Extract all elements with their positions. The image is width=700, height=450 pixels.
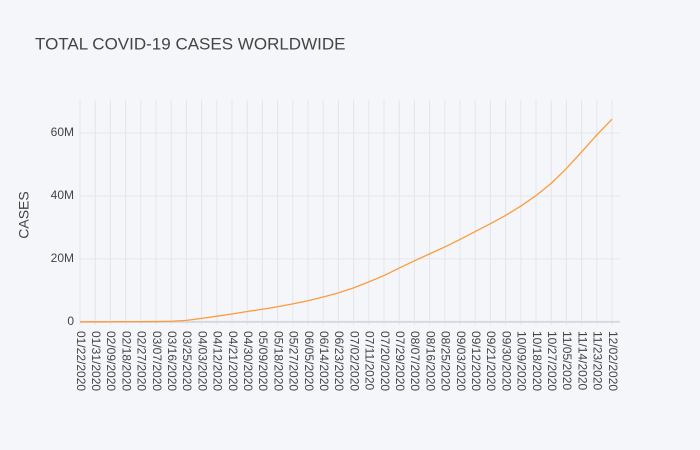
x-tick-label: 07/20/2020 [378,331,392,391]
y-tick-label: 40M [51,188,74,202]
x-tick-label: 01/22/2020 [74,331,88,391]
y-tick-label: 0 [67,314,74,328]
line-series [79,118,613,323]
x-tick-label: 02/27/2020 [135,331,149,391]
x-tick-label: 10/27/2020 [545,331,559,391]
x-tick-label: 04/21/2020 [226,331,240,391]
x-tick-label: 08/25/2020 [439,331,453,391]
x-tick-label: 10/18/2020 [530,331,544,391]
x-tick-label: 04/12/2020 [211,331,225,391]
y-axis-label: CASES [16,191,32,238]
x-tick-label: 05/09/2020 [256,331,270,391]
x-tick-label: 10/09/2020 [515,331,529,391]
x-tick-label: 06/05/2020 [302,331,316,391]
x-tick-label: 12/02/2020 [606,331,620,391]
x-tick-label: 02/18/2020 [119,331,133,391]
x-tick-label: 07/11/2020 [363,331,377,390]
x-tick-label: 11/05/2020 [560,331,574,390]
x-tick-label: 09/21/2020 [484,331,498,391]
x-tick-label: 08/07/2020 [408,331,422,391]
x-tick-label: 09/03/2020 [454,331,468,391]
x-tick-label: 03/07/2020 [150,331,164,391]
x-tick-label: 05/18/2020 [271,331,285,391]
x-tick-label: 03/16/2020 [165,331,179,391]
x-tick-label: 04/03/2020 [195,331,209,391]
x-tick-label: 06/14/2020 [317,331,331,391]
x-tick-label: 03/25/2020 [180,331,194,391]
x-tick-label: 11/23/2020 [591,331,605,390]
x-tick-label: 01/31/2020 [89,331,103,391]
x-tick-label: 04/30/2020 [241,331,255,391]
x-tick-label: 09/30/2020 [499,331,513,391]
chart-title: TOTAL COVID-19 CASES WORLDWIDE [35,34,345,53]
x-tick-label: 11/14/2020 [575,331,589,390]
x-tick-label: 06/23/2020 [332,331,346,391]
x-tick-label: 07/29/2020 [393,331,407,391]
x-tick-label: 07/02/2020 [347,331,361,391]
x-tick-label: 09/12/2020 [469,331,483,391]
x-tick-label: 02/09/2020 [104,331,118,391]
y-tick-label: 60M [51,125,74,139]
x-tick-label: 05/27/2020 [287,331,301,391]
x-tick-label: 08/16/2020 [423,331,437,391]
y-tick-label: 20M [51,251,74,265]
